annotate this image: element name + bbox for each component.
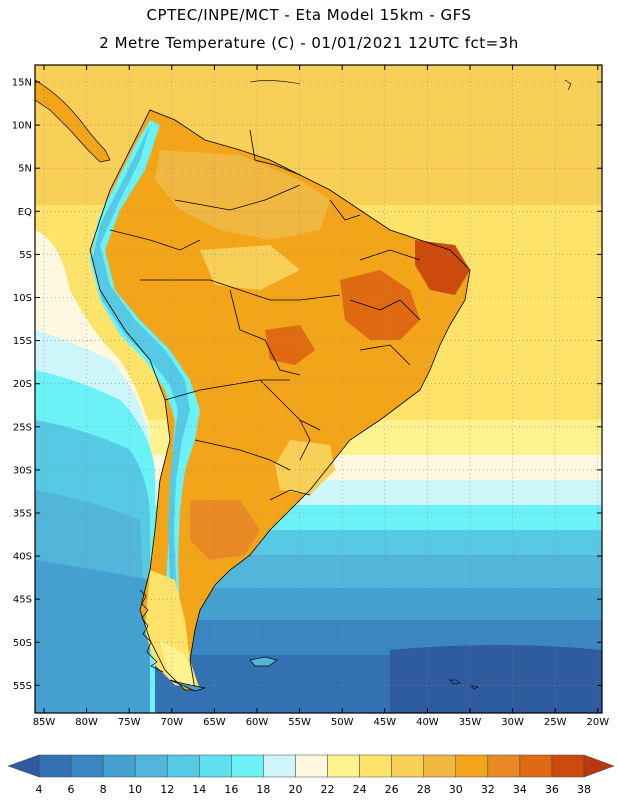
warm-patch-central-brazil (340, 270, 420, 340)
legend-label: 36 (545, 783, 559, 796)
legend-label: 18 (256, 783, 270, 796)
legend-label: 32 (481, 783, 495, 796)
chart-title-line2: 2 Metre Temperature (C) - 01/01/2021 12U… (99, 34, 519, 52)
legend-swatch (70, 754, 104, 778)
legend-swatch (455, 754, 489, 778)
legend-label: 14 (192, 783, 206, 796)
legend-label: 28 (417, 783, 431, 796)
lon-label: 60W (246, 717, 269, 728)
legend-arrow-right (583, 754, 615, 778)
chile-archipelago (139, 589, 164, 673)
axis-ticks (35, 65, 602, 713)
lat-label: 10S (13, 293, 32, 304)
lat-label: 55S (13, 681, 32, 692)
legend-swatch (102, 754, 136, 778)
legend-label: 22 (321, 783, 335, 796)
legend-swatch (166, 754, 200, 778)
graticule (35, 65, 602, 713)
legend-bar (7, 754, 615, 778)
lat-label: 35S (13, 509, 32, 520)
amazon-region (155, 150, 330, 240)
lon-label: 25W (544, 717, 567, 728)
legend-swatch (134, 754, 168, 778)
lat-label: 5N (18, 164, 32, 175)
ocean-band-6 (390, 645, 602, 713)
lon-label: 30W (501, 717, 524, 728)
legend-label: 30 (449, 783, 463, 796)
central-america (35, 79, 111, 163)
south-brazil (275, 440, 335, 495)
legend-label: 4 (36, 783, 43, 796)
lon-label: 70W (160, 717, 183, 728)
legend-label: 16 (224, 783, 238, 796)
legend-swatch (327, 754, 360, 778)
map-field (35, 65, 602, 713)
lat-label: 15N (12, 78, 32, 89)
country-borders (89, 109, 471, 691)
lat-label: 5S (19, 250, 32, 261)
legend-label: 26 (385, 783, 399, 796)
legend-swatch (487, 754, 521, 778)
warm-patch-argentina (190, 500, 260, 560)
lon-label: 45W (373, 717, 396, 728)
legend-label: 8 (100, 783, 107, 796)
legend-swatch (423, 754, 457, 778)
warm-patch-northeast (415, 240, 470, 295)
legend-arrow-left (7, 754, 40, 778)
lon-label: 85W (33, 717, 56, 728)
lat-label: 40S (13, 552, 32, 563)
lat-label: 25S (13, 422, 32, 433)
lon-label: 80W (75, 717, 98, 728)
lat-label: 50S (13, 638, 32, 649)
lat-label: EQ (18, 207, 32, 218)
legend-label: 6 (68, 783, 75, 796)
legend-label: 10 (128, 783, 142, 796)
legend-label: 38 (577, 783, 591, 796)
legend-swatch (263, 754, 296, 778)
legend-swatch (199, 754, 232, 778)
legend-swatch (359, 754, 392, 778)
lon-label: 40W (416, 717, 439, 728)
lat-label: 15S (13, 336, 32, 347)
legend-swatch (551, 754, 585, 778)
legend-label: 12 (160, 783, 174, 796)
legend-swatch (38, 754, 72, 778)
lat-label: 30S (13, 465, 32, 476)
legend-swatch (391, 754, 424, 778)
legend-swatch (295, 754, 328, 778)
legend-label: 20 (288, 783, 302, 796)
legend-label: 24 (353, 783, 367, 796)
legend-swatch (231, 754, 264, 778)
lon-label: 55W (288, 717, 311, 728)
legend-label: 34 (513, 783, 527, 796)
legend-swatch (519, 754, 553, 778)
chart-title-line1: CPTEC/INPE/MCT - Eta Model 15km - GFS (146, 6, 472, 24)
lat-label: 20S (13, 379, 32, 390)
falkland-islands (249, 656, 278, 667)
lon-label: 50W (331, 717, 354, 728)
lon-label: 20W (586, 717, 609, 728)
lat-label: 45S (13, 595, 32, 606)
lat-label: 10N (12, 121, 32, 132)
latitude-labels: 15N 10N 5N EQ 5S 10S 15S 20S 25S 30S 35S 40S 45S 50S 5… (12, 78, 32, 692)
map-frame (34, 64, 603, 714)
lon-label: 35W (459, 717, 482, 728)
warm-patch-mato-grosso (265, 325, 315, 365)
lon-label: 65W (203, 717, 226, 728)
longitude-labels: 85W 80W 75W 70W 65W 60W 55W 50W 45W 40W 35W 30W 25W 2… (33, 717, 610, 728)
lon-label: 75W (118, 717, 141, 728)
legend-labels: 4 6 8 10 12 14 16 18 20 22 24 26 28 30 32 34 36 38 (36, 783, 592, 796)
